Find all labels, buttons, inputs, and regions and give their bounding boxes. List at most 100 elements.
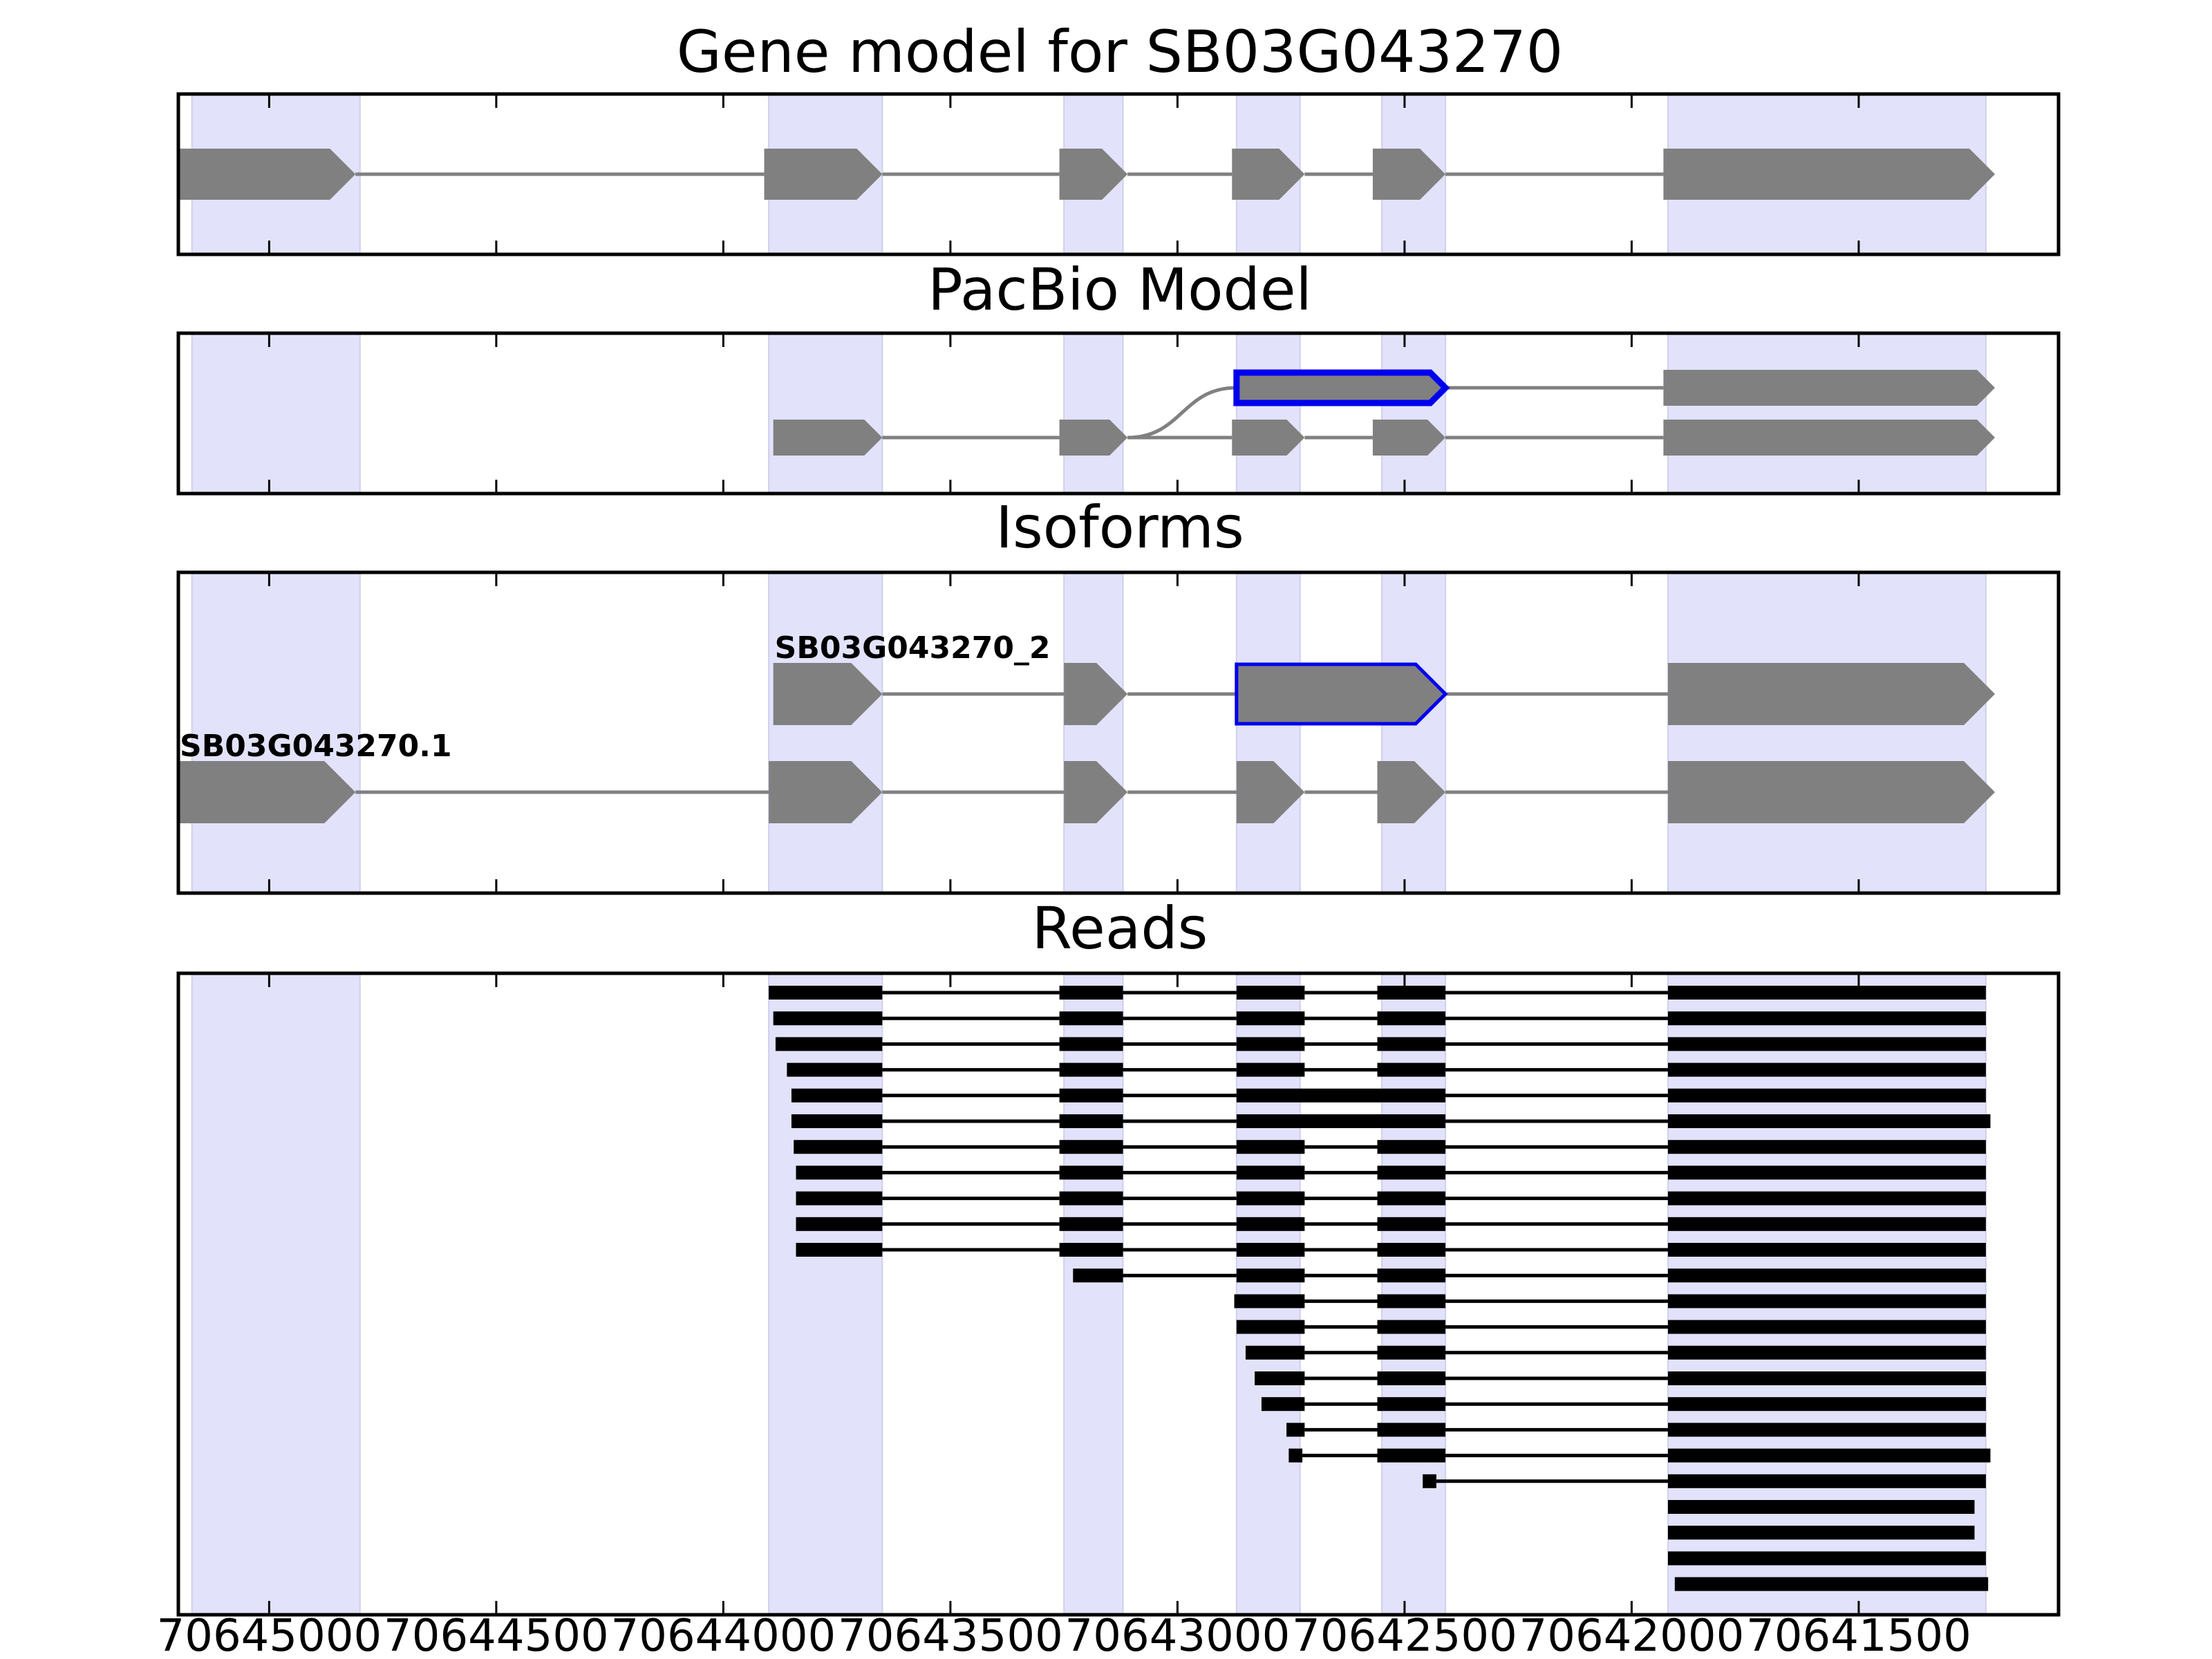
read-block (1667, 1114, 1991, 1128)
read-block (1059, 1217, 1123, 1231)
read-block (1377, 1243, 1446, 1257)
x-tick-label: 70642000 (1519, 1611, 1745, 1659)
read-block (796, 1165, 883, 1180)
read-block (1377, 1140, 1446, 1154)
gene-model-track (178, 149, 1996, 200)
isoform-exon (1064, 761, 1128, 823)
exon-highlight-band (768, 332, 883, 494)
read-block (1059, 1243, 1123, 1257)
read-block (1236, 1062, 1305, 1077)
read-block (1236, 1088, 1446, 1103)
pacbio-model-frame (176, 331, 2061, 496)
exon-highlight-band (1381, 973, 1447, 1615)
read-block (1236, 1320, 1305, 1334)
pacbio-model-track (773, 369, 1996, 456)
read-block (1667, 1423, 1986, 1437)
read-block (1286, 1423, 1305, 1437)
exon-highlight-band (1235, 572, 1301, 894)
read-block (1377, 1448, 1446, 1463)
read-block (1236, 1140, 1305, 1154)
read-block (1667, 1551, 1986, 1566)
gene-model-panel (176, 92, 2061, 256)
read-block (1236, 1037, 1305, 1051)
read-block (1236, 1191, 1305, 1206)
read-block (1667, 1268, 1986, 1283)
isoform-selected-exon (1235, 662, 1448, 726)
read-block (1236, 1165, 1305, 1180)
read-block (1377, 1191, 1446, 1206)
isoforms-highlights (191, 572, 1987, 894)
isoforms-panel: SB03G043270_2 SB03G043270.1 (176, 570, 2061, 895)
read-block (1667, 1345, 1986, 1360)
read-block (1667, 1320, 1986, 1334)
read-block (769, 986, 883, 1000)
read-block (1667, 1191, 1986, 1206)
read-block (796, 1243, 883, 1257)
pacbio-exon (773, 420, 883, 456)
read-block (1377, 1217, 1446, 1231)
read-block (1377, 1320, 1446, 1334)
isoform-exon (769, 761, 883, 823)
pacbio-exon (1059, 420, 1128, 456)
read-block (1377, 1397, 1446, 1412)
read-block (1236, 1114, 1446, 1128)
read-block (1245, 1345, 1305, 1360)
read-block (1377, 1037, 1446, 1051)
read-block (1073, 1268, 1123, 1283)
read-block (787, 1062, 883, 1077)
gene-exon (1232, 149, 1305, 200)
gene-exon (1372, 149, 1446, 200)
x-tick-label: 70642500 (1292, 1611, 1517, 1659)
exon-highlight-band (191, 973, 361, 1615)
pacbio-selected-exon (1233, 369, 1450, 406)
isoform-exon (1236, 761, 1305, 823)
gene-model-frame (176, 92, 2061, 256)
gene-exon (1059, 149, 1128, 200)
exon-highlight-band (1381, 572, 1447, 894)
reads-ticks (268, 973, 1860, 1615)
read-block (1667, 1217, 1986, 1231)
read-block (1423, 1474, 1436, 1488)
read-block (1667, 1011, 1986, 1026)
isoforms-frame (176, 570, 2061, 895)
exon-highlight-band (768, 973, 883, 1615)
exon-highlight-band (1667, 332, 1987, 494)
read-block (1667, 1140, 1986, 1154)
reads-panel: 70645000 70644500 70644000 70643500 70643000… (157, 971, 2061, 1659)
read-block (1377, 1371, 1446, 1385)
exon-highlight-band (1063, 332, 1124, 494)
isoforms-track: SB03G043270_2 SB03G043270.1 (178, 630, 1996, 823)
read-block (1667, 1062, 1986, 1077)
x-tick-label: 70644000 (611, 1611, 836, 1659)
read-block (1059, 1037, 1123, 1051)
isoforms-ticks (268, 572, 1860, 893)
read-block (1059, 1114, 1123, 1128)
read-block (1236, 1217, 1305, 1231)
pacbio-exon (1232, 420, 1305, 456)
isoform-exon (1667, 761, 1996, 823)
read-block (1059, 1011, 1123, 1026)
read-block (1377, 1423, 1446, 1437)
read-block (1288, 1448, 1303, 1463)
exon-highlight-band (1063, 973, 1124, 1615)
isoform-exon (773, 663, 883, 725)
exon-highlight-band (191, 332, 361, 494)
gene-model-title: Gene model for SB03G043270 (677, 18, 1563, 86)
read-block (1059, 1165, 1123, 1180)
pacbio-exon (1663, 420, 1996, 456)
exon-highlight-band (1235, 332, 1301, 494)
x-tick-label: 70641500 (1746, 1611, 1971, 1659)
read-block (1261, 1397, 1305, 1412)
isoform-exon (1064, 663, 1128, 725)
pacbio-model-panel (176, 331, 2061, 496)
exon-highlight-band (1667, 572, 1987, 894)
reads-title: Reads (1032, 894, 1208, 962)
exon-highlight-band (1063, 572, 1124, 894)
read-block (1667, 1294, 1986, 1309)
read-block (1377, 1294, 1446, 1309)
pacbio-model-highlights (191, 332, 1987, 494)
read-block (796, 1191, 883, 1206)
read-block (1667, 1088, 1986, 1103)
read-block (1377, 1345, 1446, 1360)
